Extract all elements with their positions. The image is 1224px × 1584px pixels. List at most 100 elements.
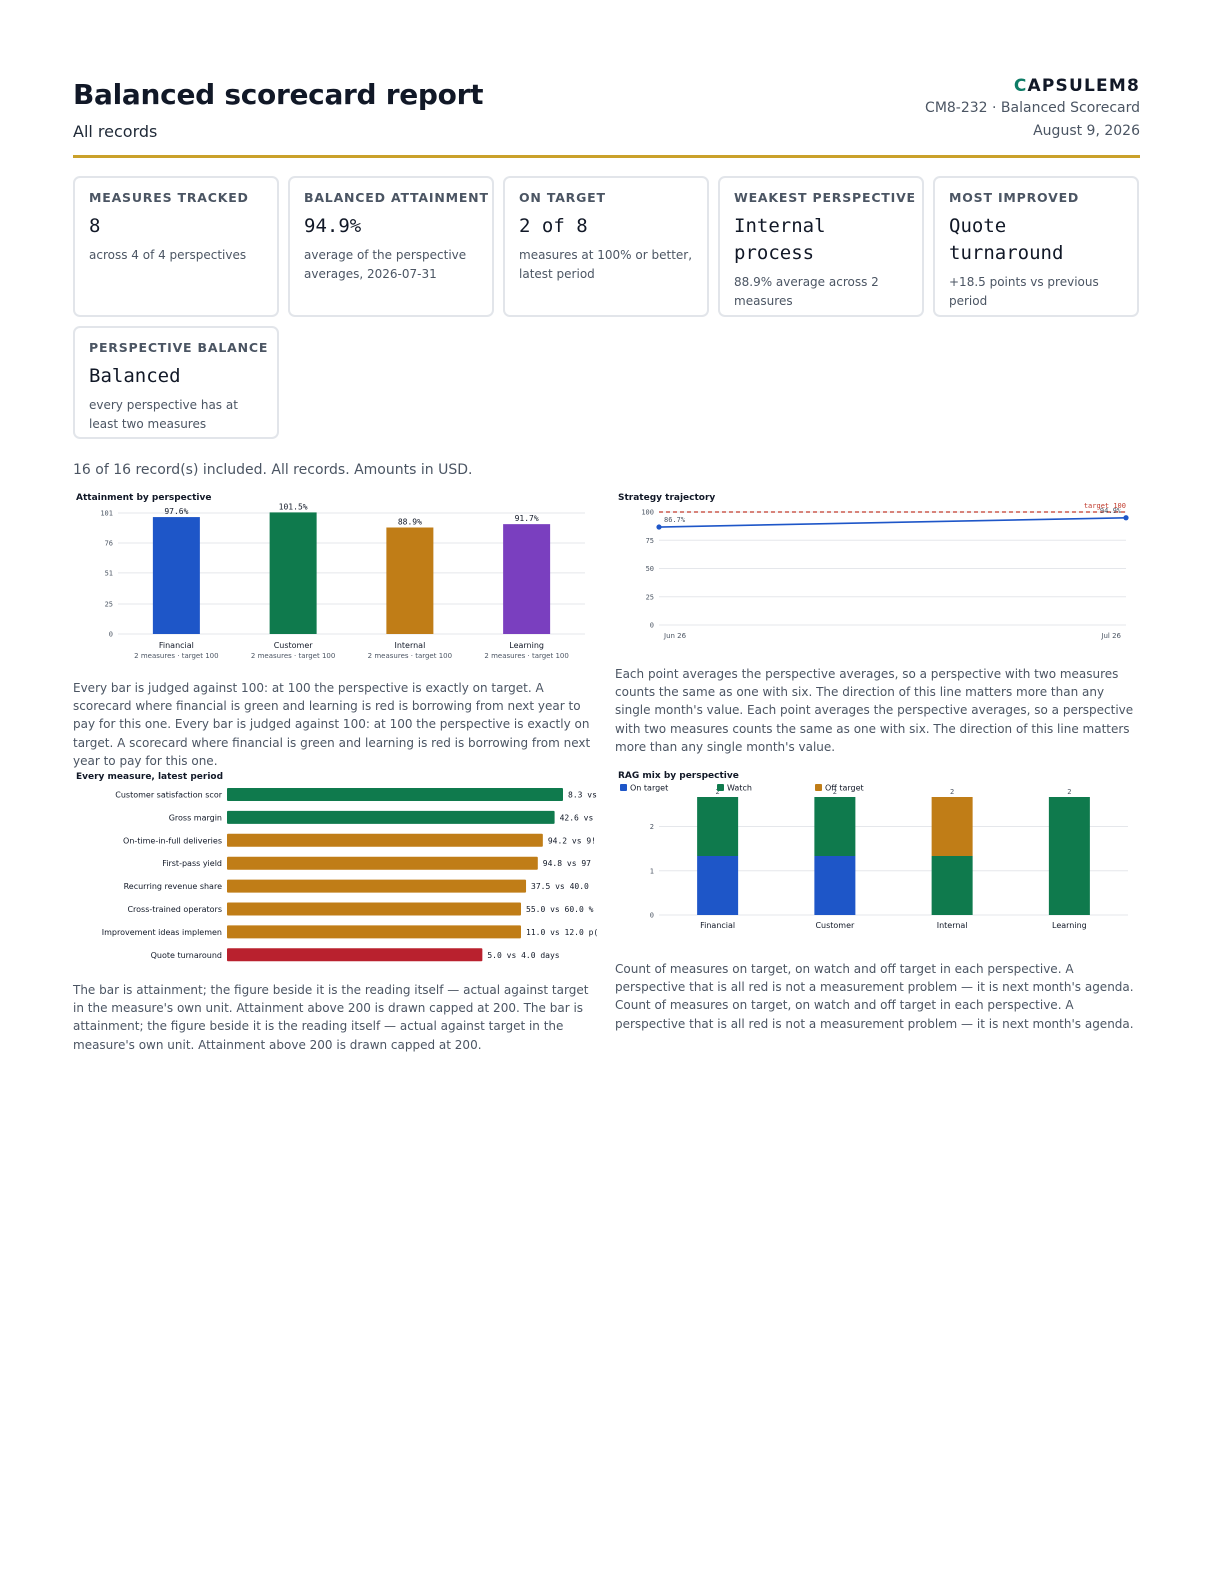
measure-bar bbox=[227, 879, 527, 893]
x-category-note: 2 measures · target 100 bbox=[134, 652, 218, 660]
point-value-label: 86.7% bbox=[664, 516, 686, 524]
kpi-note: average of the perspective averages, 202… bbox=[304, 248, 467, 281]
measure-bar bbox=[227, 948, 483, 962]
measure-label: Recurring revenue share bbox=[124, 882, 222, 891]
measure-label: Cross-trained operators bbox=[127, 905, 222, 914]
measure-reading-label: 11.0 vs 12.0 p( bbox=[526, 928, 598, 937]
measure-reading-label: 55.0 vs 60.0 % bbox=[526, 905, 594, 914]
x-category-note: 2 measures · target 100 bbox=[251, 652, 335, 660]
legend-label: Watch bbox=[727, 784, 752, 793]
stack-total-label: 2 bbox=[1067, 788, 1071, 796]
y-tick-label: 0 bbox=[109, 631, 113, 639]
legend-swatch bbox=[815, 784, 822, 791]
kpi-value: Internal process bbox=[734, 215, 826, 264]
measure-reading-label: 94.8 vs 97 bbox=[543, 859, 591, 868]
y-tick-label: 1 bbox=[650, 867, 654, 875]
chart-title: Every measure, latest period bbox=[76, 772, 223, 782]
y-tick-label: 0 bbox=[650, 912, 654, 920]
document-reference: CM8-232 · Balanced Scorecard bbox=[925, 100, 1140, 116]
x-tick-label: Jul 26 bbox=[1100, 632, 1121, 640]
bar-value-label: 88.9% bbox=[398, 517, 422, 526]
rag-mix-caption: Count of measures on target, on watch an… bbox=[615, 962, 1134, 1031]
kpi-note: across 4 of 4 perspectives bbox=[89, 248, 247, 262]
measure-label: Improvement ideas implemen bbox=[102, 928, 222, 937]
y-tick-label: 76 bbox=[105, 539, 113, 547]
kpi-label: BALANCED ATTAINMENT bbox=[304, 190, 489, 205]
measure-reading-label: 5.0 vs 4.0 days bbox=[487, 951, 559, 960]
bar-customer bbox=[269, 512, 317, 634]
data-point bbox=[656, 524, 662, 530]
target-label: target 100 bbox=[1084, 502, 1126, 510]
y-tick-label: 25 bbox=[646, 593, 654, 601]
data-point bbox=[1123, 515, 1129, 521]
x-category-label: Internal bbox=[394, 641, 425, 650]
legend-swatch bbox=[620, 784, 627, 791]
kpi-value: Quote turnaround bbox=[949, 215, 1064, 264]
measure-bar bbox=[227, 902, 521, 916]
x-category-label: Customer bbox=[815, 921, 855, 930]
report-header: Balanced scorecard report All records CA… bbox=[73, 70, 1140, 158]
measure-reading-label: 94.2 vs 9! bbox=[548, 836, 596, 845]
measure-reading-label: 37.5 vs 40.0 bbox=[531, 882, 589, 891]
attainment-chart-svg: Attainment by perspective 0 25 51 76 101 97.6… bbox=[76, 493, 585, 660]
strategy-trajectory-chart: Strategy trajectory 0 25 50 75 100 target 100… bbox=[615, 488, 1140, 648]
x-category-note: 2 measures · target 100 bbox=[368, 652, 452, 660]
legend-label: Off target bbox=[825, 784, 864, 793]
y-tick-label: 2 bbox=[650, 823, 654, 831]
stack-segment-on-target bbox=[697, 856, 739, 915]
page-subtitle: All records bbox=[73, 122, 158, 141]
x-tick-label: Jun 26 bbox=[663, 632, 687, 640]
measure-bar bbox=[227, 856, 538, 870]
kpi-label: MEASURES TRACKED bbox=[89, 190, 249, 205]
x-category-label: Internal bbox=[937, 921, 968, 930]
measure-label: Gross margin bbox=[169, 813, 222, 822]
x-category-label: Learning bbox=[509, 641, 544, 650]
measure-label: On-time-in-full deliveries bbox=[123, 836, 222, 845]
y-tick-label: 25 bbox=[105, 601, 113, 609]
y-tick-label: 100 bbox=[641, 509, 654, 517]
kpi-note: 88.9% average across 2 measures bbox=[734, 275, 879, 308]
report-date: August 9, 2026 bbox=[1033, 123, 1140, 139]
kpi-card-weakest-perspective: WEAKEST PERSPECTIVE Internal process 88.… bbox=[718, 176, 924, 317]
kpi-card-balanced-attainment: BALANCED ATTAINMENT 94.9% average of the… bbox=[288, 176, 494, 317]
kpi-card-most-improved: MOST IMPROVED Quote turnaround +18.5 poi… bbox=[933, 176, 1139, 317]
legend-label: On target bbox=[630, 784, 668, 793]
stack-total-label: 2 bbox=[833, 788, 837, 796]
stack-segment-watch bbox=[1048, 797, 1090, 915]
every-measure-caption: The bar is attainment; the figure beside… bbox=[73, 983, 589, 1052]
records-included-note: 16 of 16 record(s) included. All records… bbox=[73, 462, 473, 478]
kpi-value: Balanced bbox=[89, 365, 181, 387]
chart-title: Attainment by perspective bbox=[76, 493, 211, 503]
stack-segment-on-target bbox=[814, 856, 856, 915]
kpi-label: MOST IMPROVED bbox=[949, 190, 1080, 205]
kpi-note: +18.5 points vs previous period bbox=[949, 275, 1099, 308]
stack-segment-off-target bbox=[931, 797, 973, 856]
kpi-note: every perspective has at least two measu… bbox=[89, 398, 238, 431]
chart-title: Strategy trajectory bbox=[618, 493, 715, 503]
kpi-note: measures at 100% or better, latest perio… bbox=[519, 248, 693, 281]
trajectory-caption: Each point averages the perspective aver… bbox=[615, 667, 1134, 754]
kpi-value: 8 bbox=[89, 215, 101, 237]
every-measure-chart-svg: Every measure, latest period Customer sa… bbox=[76, 772, 598, 962]
trajectory-chart-svg: Strategy trajectory 0 25 50 75 100 target 100… bbox=[618, 493, 1129, 640]
stack-segment-watch bbox=[931, 856, 973, 915]
y-tick-label: 50 bbox=[646, 565, 654, 573]
y-tick-label: 101 bbox=[100, 510, 113, 518]
measure-reading-label: 8.3 vs bbox=[568, 791, 597, 800]
stack-segment-watch bbox=[814, 797, 856, 856]
bar-internal bbox=[386, 527, 434, 634]
bar-value-label: 97.6% bbox=[164, 507, 188, 516]
measure-label: Customer satisfaction scor bbox=[115, 791, 222, 800]
kpi-label: WEAKEST PERSPECTIVE bbox=[734, 190, 916, 205]
y-tick-label: 0 bbox=[650, 622, 654, 630]
kpi-label: ON TARGET bbox=[519, 190, 606, 205]
rag-mix-chart: RAG mix by perspective 0 1 2 2 Financial 2 Cus… bbox=[615, 766, 1140, 941]
kpi-card-perspective-balance: PERSPECTIVE BALANCE Balanced every persp… bbox=[73, 326, 279, 439]
kpi-value: 94.9% bbox=[304, 215, 362, 237]
measure-bar bbox=[227, 925, 521, 939]
stack-total-label: 2 bbox=[716, 788, 720, 796]
attainment-by-perspective-chart: Attainment by perspective 0 25 51 76 101 97.6… bbox=[73, 488, 598, 668]
rag-mix-chart-svg: RAG mix by perspective 0 1 2 2 Financial 2 Cus… bbox=[618, 771, 1128, 930]
x-category-label: Financial bbox=[700, 921, 735, 930]
attainment-caption: Every bar is judged against 100: at 100 … bbox=[73, 681, 591, 768]
